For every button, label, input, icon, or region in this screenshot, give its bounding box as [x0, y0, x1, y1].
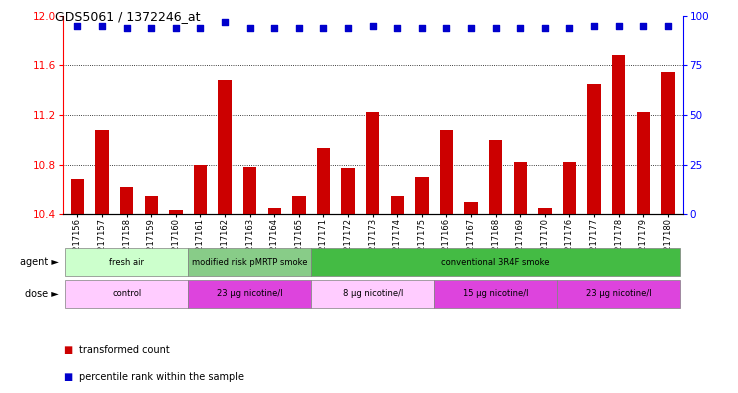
Bar: [65, 248, 188, 277]
Point: [490, 24, 502, 31]
Bar: [65, 280, 188, 308]
Bar: [169, 211, 183, 393]
Bar: [390, 196, 404, 393]
Bar: [311, 248, 680, 277]
Bar: [440, 130, 453, 393]
Text: 8 μg nicotine/l: 8 μg nicotine/l: [342, 289, 403, 298]
Text: ■: ■: [63, 345, 72, 355]
Point: [121, 24, 133, 31]
Text: 15 μg nicotine/l: 15 μg nicotine/l: [463, 289, 528, 298]
Point: [269, 24, 280, 31]
Point: [317, 24, 329, 31]
Bar: [188, 248, 311, 277]
Point: [613, 22, 624, 29]
Point: [170, 24, 182, 31]
Point: [293, 24, 305, 31]
Bar: [267, 208, 281, 393]
Point: [72, 22, 83, 29]
Bar: [489, 140, 503, 393]
Bar: [120, 187, 134, 393]
Point: [441, 24, 452, 31]
Text: transformed count: transformed count: [79, 345, 170, 355]
Point: [391, 24, 403, 31]
Bar: [612, 55, 625, 393]
Point: [195, 24, 207, 31]
Bar: [317, 149, 331, 393]
Text: modified risk pMRTP smoke: modified risk pMRTP smoke: [192, 258, 308, 267]
Point: [638, 22, 649, 29]
Text: dose ►: dose ►: [25, 289, 59, 299]
Bar: [341, 168, 355, 393]
Point: [244, 24, 255, 31]
Text: GDS5061 / 1372246_at: GDS5061 / 1372246_at: [55, 10, 201, 23]
Bar: [366, 112, 379, 393]
Point: [539, 24, 551, 31]
Bar: [464, 202, 478, 393]
Bar: [557, 280, 680, 308]
Text: conventional 3R4F smoke: conventional 3R4F smoke: [441, 258, 550, 267]
Point: [662, 22, 674, 29]
Bar: [311, 280, 434, 308]
Point: [416, 24, 428, 31]
Bar: [661, 72, 675, 393]
Bar: [218, 80, 232, 393]
Bar: [95, 130, 109, 393]
Point: [588, 22, 600, 29]
Bar: [538, 208, 551, 393]
Text: 23 μg nicotine/l: 23 μg nicotine/l: [586, 289, 652, 298]
Text: control: control: [112, 289, 141, 298]
Bar: [193, 165, 207, 393]
Bar: [243, 167, 257, 393]
Bar: [188, 280, 311, 308]
Text: fresh air: fresh air: [109, 258, 144, 267]
Point: [514, 24, 526, 31]
Point: [564, 24, 576, 31]
Text: ■: ■: [63, 372, 72, 382]
Bar: [587, 84, 601, 393]
Point: [145, 24, 157, 31]
Point: [96, 22, 108, 29]
Bar: [636, 112, 650, 393]
Point: [367, 22, 379, 29]
Point: [342, 24, 354, 31]
Bar: [292, 196, 306, 393]
Text: percentile rank within the sample: percentile rank within the sample: [79, 372, 244, 382]
Bar: [71, 180, 84, 393]
Bar: [415, 177, 429, 393]
Point: [219, 18, 231, 25]
Point: [465, 24, 477, 31]
Text: 23 μg nicotine/l: 23 μg nicotine/l: [217, 289, 283, 298]
Bar: [434, 280, 557, 308]
Bar: [145, 196, 158, 393]
Bar: [563, 162, 576, 393]
Text: agent ►: agent ►: [20, 257, 59, 267]
Bar: [514, 162, 527, 393]
